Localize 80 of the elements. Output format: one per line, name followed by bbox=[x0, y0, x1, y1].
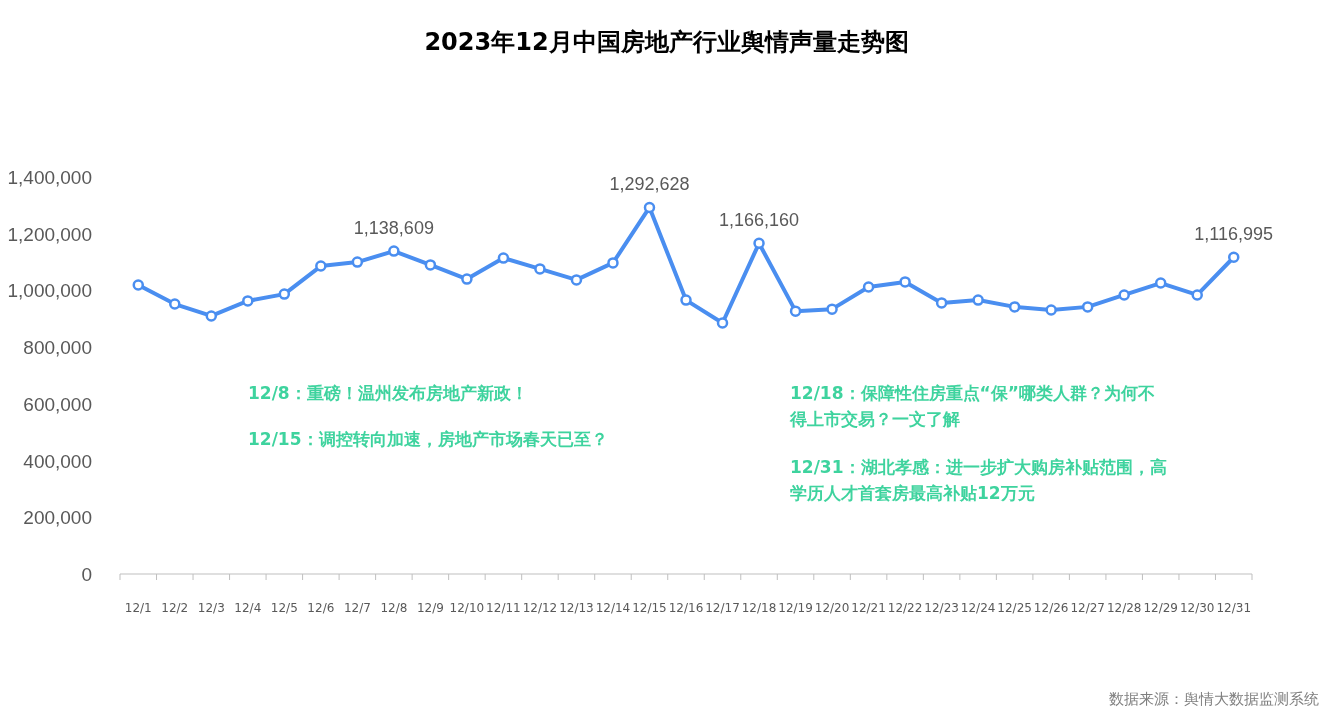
y-tick-label: 1,200,000 bbox=[7, 223, 92, 245]
point bbox=[899, 276, 911, 288]
x-tick-label: 12/26 bbox=[1033, 601, 1069, 615]
point bbox=[1154, 277, 1167, 289]
x-tick-label: 12/13 bbox=[559, 601, 594, 615]
point bbox=[1191, 289, 1203, 301]
annotation: 12/31：湖北孝感：进一步扩大购房补贴范围，高学历人才首套房最高补贴12万元 bbox=[790, 456, 1168, 505]
point bbox=[972, 294, 984, 306]
x-tick-label: 12/2 bbox=[161, 601, 189, 615]
point bbox=[1008, 301, 1021, 313]
x-tick-label: 12/9 bbox=[416, 601, 444, 615]
point bbox=[1118, 289, 1130, 301]
y-tick-label: 0 bbox=[81, 564, 92, 585]
data-label: 1,166,160 bbox=[718, 210, 800, 231]
point bbox=[497, 252, 510, 264]
x-tick-label: 12/27 bbox=[1070, 601, 1105, 615]
x-tick-label: 12/18 bbox=[741, 601, 777, 615]
y-tick-label: 400,000 bbox=[23, 450, 92, 472]
x-tick-label: 12/28 bbox=[1106, 601, 1142, 615]
x-tick-label: 12/25 bbox=[997, 601, 1032, 615]
data-label: 1,116,995 bbox=[1194, 224, 1274, 245]
point bbox=[461, 273, 473, 285]
x-tick-label: 12/19 bbox=[778, 601, 813, 615]
point bbox=[132, 279, 145, 291]
point bbox=[315, 260, 327, 272]
point bbox=[789, 305, 802, 317]
annotation: 12/8：重磅！温州发布房地产新政！ bbox=[248, 382, 529, 405]
x-tick-label: 12/14 bbox=[595, 601, 631, 615]
x-tick-label: 12/7 bbox=[343, 601, 371, 615]
point bbox=[607, 257, 619, 269]
point bbox=[1045, 304, 1057, 316]
x-tick-label: 12/15 bbox=[632, 601, 667, 615]
point bbox=[862, 281, 875, 293]
x-tick-label: 12/31 bbox=[1216, 601, 1252, 615]
x-tick-label: 12/5 bbox=[270, 601, 298, 615]
x-tick-label: 12/11 bbox=[486, 601, 521, 615]
point bbox=[716, 317, 729, 329]
source-note: 数据来源：舆情大数据监测系统 bbox=[1109, 690, 1319, 709]
x-tick-label: 12/4 bbox=[234, 601, 262, 615]
x-tick-label: 12/23 bbox=[924, 601, 959, 615]
point bbox=[388, 245, 400, 257]
point bbox=[570, 274, 583, 286]
chart-title: 2023年12月中国房地产行业舆情声量走势图 bbox=[424, 28, 909, 56]
x-tick-label: 12/1 bbox=[124, 601, 152, 615]
point bbox=[1081, 301, 1094, 313]
annotation: 12/18：保障性住房重点“保”哪类人群？为何不得上市交易？一文了解 bbox=[790, 382, 1156, 431]
point bbox=[534, 263, 546, 275]
x-tick-label: 12/21 bbox=[851, 601, 886, 615]
x-tick-label: 12/20 bbox=[814, 601, 850, 615]
annotation: 12/15：调控转向加速，房地产市场春天已至？ bbox=[248, 428, 609, 451]
x-tick-label: 12/29 bbox=[1143, 601, 1179, 615]
point bbox=[205, 310, 218, 322]
y-tick-label: 1,400,000 bbox=[7, 167, 92, 188]
x-tick-label: 12/3 bbox=[197, 601, 225, 615]
point bbox=[680, 294, 692, 306]
x-tick-label: 12/6 bbox=[307, 601, 335, 615]
data-label: 1,292,628 bbox=[609, 174, 690, 195]
point bbox=[351, 256, 364, 268]
point bbox=[169, 298, 181, 310]
x-tick-label: 12/12 bbox=[522, 601, 558, 615]
point bbox=[278, 288, 291, 300]
x-tick-label: 12/10 bbox=[449, 601, 485, 615]
y-tick-label: 800,000 bbox=[23, 337, 92, 359]
point bbox=[935, 297, 948, 309]
point bbox=[643, 201, 656, 214]
point bbox=[424, 259, 437, 271]
y-tick-label: 1,000,000 bbox=[7, 280, 92, 302]
point bbox=[753, 237, 765, 250]
point bbox=[826, 303, 838, 315]
point bbox=[242, 295, 254, 307]
point bbox=[1227, 251, 1240, 263]
x-tick-label: 12/16 bbox=[668, 601, 704, 615]
x-tick-label: 12/8 bbox=[380, 601, 408, 615]
x-tick-label: 12/17 bbox=[705, 601, 740, 615]
data-label: 1,138,609 bbox=[353, 218, 434, 239]
x-tick-label: 12/30 bbox=[1179, 601, 1215, 615]
y-tick-label: 600,000 bbox=[23, 393, 92, 415]
x-tick-label: 12/24 bbox=[960, 601, 996, 615]
y-tick-label: 200,000 bbox=[23, 507, 92, 529]
x-tick-label: 12/22 bbox=[887, 601, 923, 615]
